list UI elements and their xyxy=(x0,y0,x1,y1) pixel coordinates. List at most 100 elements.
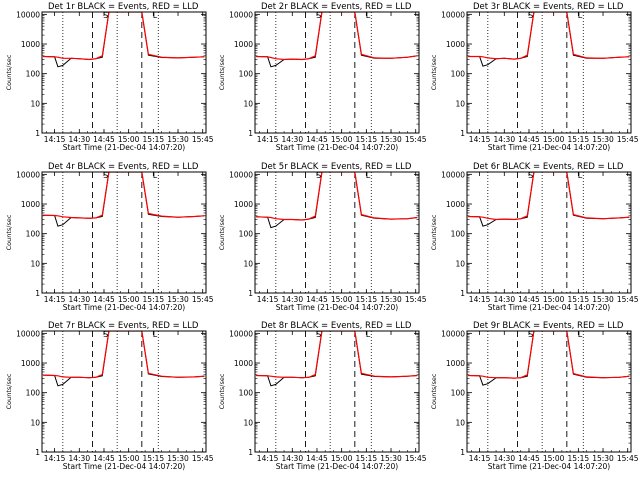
x-axis-label: Start Time (21-Dec-04 14:07:20) xyxy=(488,303,610,312)
marker-l: L xyxy=(366,171,371,180)
y-tick-label: 100 xyxy=(451,389,466,398)
y-tick-label: 100 xyxy=(239,230,254,239)
y-tick-label: 1000 xyxy=(446,200,465,209)
x-axis-label: Start Time (21-Dec-04 14:07:20) xyxy=(63,462,185,471)
y-tick-label: 10000 xyxy=(16,329,40,338)
x-tick-label: 14:30 xyxy=(68,135,90,144)
x-axis-label: Start Time (21-Dec-04 14:07:20) xyxy=(488,462,610,471)
marker-l: L xyxy=(578,171,583,180)
x-axis-label: Start Time (21-Dec-04 14:07:20) xyxy=(63,303,185,312)
y-tick-label: 10 xyxy=(455,418,465,427)
y-tick-label: 1 xyxy=(35,448,40,457)
y-tick-label: 1000 xyxy=(21,40,40,49)
x-axis-label: Start Time (21-Dec-04 14:07:20) xyxy=(63,143,185,152)
y-tick-label: 1 xyxy=(248,129,253,138)
y-tick-label: 1000 xyxy=(21,359,40,368)
x-tick-label: 15:15 xyxy=(143,135,165,144)
plot-title: Det 3r BLACK = Events, RED = LLD xyxy=(473,2,624,12)
lld-series-line xyxy=(43,172,205,219)
plot-title: Det 5r BLACK = Events, RED = LLD xyxy=(261,162,412,172)
plot-frame xyxy=(466,171,632,294)
x-tick-label: 15:00 xyxy=(543,295,565,304)
lld-series-line xyxy=(43,331,205,379)
y-tick-label: 1000 xyxy=(446,40,465,49)
x-tick-label: 14:30 xyxy=(68,454,90,463)
x-tick-label: 14:15 xyxy=(257,295,279,304)
x-tick-label: 15:00 xyxy=(543,454,565,463)
x-tick-label: 14:45 xyxy=(518,135,540,144)
marker-s: S xyxy=(316,171,321,180)
plot-title: Det 7r BLACK = Events, RED = LLD xyxy=(48,321,199,331)
y-tick-label: 10 xyxy=(455,259,465,268)
x-tick-label: 14:45 xyxy=(306,454,328,463)
x-tick-label: 14:30 xyxy=(493,454,515,463)
x-tick-label: 15:00 xyxy=(331,454,353,463)
x-tick-label: 15:00 xyxy=(331,295,353,304)
lld-series-line xyxy=(256,331,418,379)
lld-series-line xyxy=(256,172,418,221)
x-tick-label: 14:15 xyxy=(469,454,491,463)
y-tick-label: 1 xyxy=(248,289,253,298)
plot-title: Det 9r BLACK = Events, RED = LLD xyxy=(473,321,624,331)
x-axis-label: Start Time (21-Dec-04 14:07:20) xyxy=(276,462,398,471)
x-tick-label: 15:15 xyxy=(356,135,378,144)
plot-frame xyxy=(41,330,207,453)
plot-frame xyxy=(41,11,207,134)
x-tick-label: 14:15 xyxy=(469,135,491,144)
marker-l: L xyxy=(153,11,158,20)
marker-l: L xyxy=(578,330,583,339)
detector-plot-4r: Det 4r BLACK = Events, RED = LLD Counts/s… xyxy=(5,162,214,312)
y-tick-label: 10 xyxy=(30,418,40,427)
detector-plot-6r: Det 6r BLACK = Events, RED = LLD Counts/s… xyxy=(430,162,639,312)
x-tick-label: 14:15 xyxy=(257,135,279,144)
marker-s: S xyxy=(528,11,533,20)
y-axis-label: Counts/sec xyxy=(5,373,13,409)
marker-s: S xyxy=(528,171,533,180)
plot-frame xyxy=(466,330,632,453)
lld-series-line xyxy=(256,12,418,61)
y-tick-label: 1 xyxy=(460,129,465,138)
x-tick-label: 15:15 xyxy=(356,454,378,463)
x-tick-label: 14:45 xyxy=(93,295,115,304)
x-tick-label: 14:15 xyxy=(469,295,491,304)
y-tick-label: 1000 xyxy=(234,359,253,368)
y-tick-label: 100 xyxy=(26,230,41,239)
y-tick-label: 1000 xyxy=(234,200,253,209)
detector-plot-9r: Det 9r BLACK = Events, RED = LLD Counts/s… xyxy=(430,321,639,471)
lld-series-line xyxy=(468,12,630,60)
plot-frame xyxy=(466,11,632,134)
y-tick-label: 1 xyxy=(460,289,465,298)
y-tick-label: 1 xyxy=(35,129,40,138)
y-tick-label: 1000 xyxy=(234,40,253,49)
x-axis-label: Start Time (21-Dec-04 14:07:20) xyxy=(276,143,398,152)
x-tick-label: 15:45 xyxy=(617,454,639,463)
y-tick-label: 10 xyxy=(243,418,253,427)
y-tick-label: 100 xyxy=(239,70,254,79)
x-tick-label: 14:30 xyxy=(68,295,90,304)
y-tick-label: 10000 xyxy=(229,329,253,338)
x-tick-label: 14:30 xyxy=(281,295,303,304)
y-tick-label: 1 xyxy=(248,448,253,457)
y-axis-label: Counts/sec xyxy=(430,54,438,90)
x-tick-label: 14:45 xyxy=(518,454,540,463)
x-tick-label: 15:15 xyxy=(568,135,590,144)
y-tick-label: 10000 xyxy=(441,10,465,19)
marker-s: S xyxy=(528,330,533,339)
y-tick-label: 100 xyxy=(26,389,41,398)
y-tick-label: 1 xyxy=(460,448,465,457)
events-series-line xyxy=(468,172,630,227)
plot-title: Det 1r BLACK = Events, RED = LLD xyxy=(48,2,199,12)
y-tick-label: 10000 xyxy=(441,170,465,179)
x-tick-label: 15:30 xyxy=(167,454,189,463)
x-tick-label: 14:45 xyxy=(518,295,540,304)
x-tick-label: 15:45 xyxy=(617,295,639,304)
plot-frame xyxy=(254,330,420,453)
marker-l: L xyxy=(366,11,371,20)
events-series-line xyxy=(43,172,205,227)
x-tick-label: 15:30 xyxy=(592,454,614,463)
detector-plot-3r: Det 3r BLACK = Events, RED = LLD Counts/s… xyxy=(430,2,639,152)
y-axis-label: Counts/sec xyxy=(430,373,438,409)
plot-title: Det 4r BLACK = Events, RED = LLD xyxy=(48,162,199,172)
y-tick-label: 10000 xyxy=(441,329,465,338)
x-tick-label: 14:30 xyxy=(281,135,303,144)
